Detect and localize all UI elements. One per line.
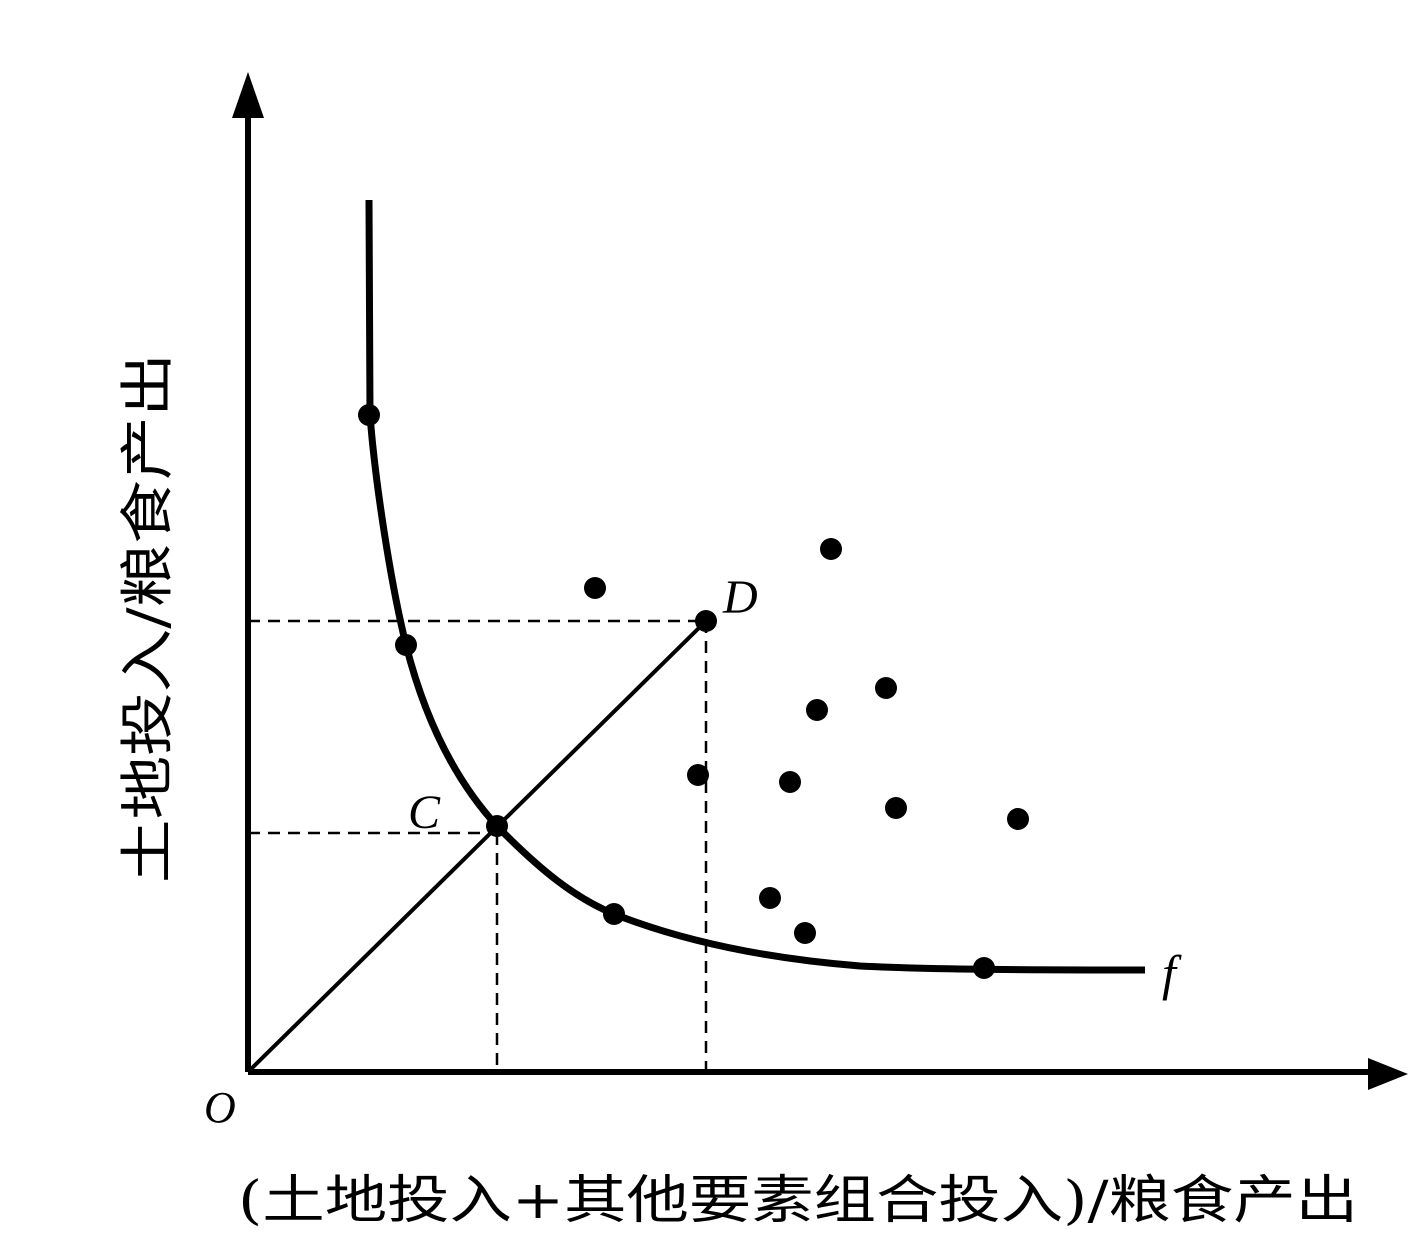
- scatter-point: [806, 699, 828, 721]
- curve-point: [973, 957, 995, 979]
- point-c-label: C: [408, 786, 441, 839]
- curve-point: [358, 404, 380, 426]
- origin-label: O: [204, 1083, 236, 1132]
- scatter-point: [794, 922, 816, 944]
- scatter-point: [779, 771, 801, 793]
- curve-point: [603, 903, 625, 925]
- scatter-point: [584, 577, 606, 599]
- point-d-label: D: [722, 571, 758, 624]
- scatter-point: [820, 538, 842, 560]
- point-c-marker: [486, 815, 508, 837]
- y-axis-title: 土地投入/粮食产出: [116, 353, 179, 883]
- x-axis-title: (土地投入+其他要素组合投入)/粮食产出: [238, 1171, 1358, 1231]
- point-d-marker: [695, 610, 717, 632]
- curve-point: [395, 634, 417, 656]
- ray-origin-to-d: [246, 619, 708, 1074]
- x-axis-arrow-icon: [1368, 1058, 1408, 1090]
- scatter-point: [885, 797, 907, 819]
- scatter-point: [1007, 808, 1029, 830]
- y-axis-arrow-icon: [232, 72, 264, 118]
- scatter-point: [759, 887, 781, 909]
- scatter-point: [687, 764, 709, 786]
- curve-f-label: f: [1162, 945, 1182, 1001]
- scatter-point: [875, 677, 897, 699]
